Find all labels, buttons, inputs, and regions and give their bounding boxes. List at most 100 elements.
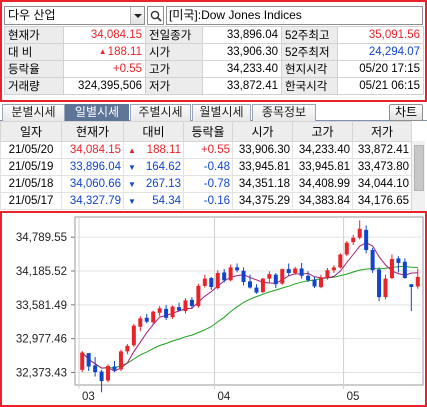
scrollbar-thumb[interactable]: [414, 145, 424, 191]
quote-label: 52주최고: [281, 26, 338, 44]
candle-body: [254, 287, 259, 293]
candle-body: [338, 254, 343, 268]
candle-body: [286, 269, 291, 273]
x-tick-label: 03: [82, 391, 95, 403]
chart-button[interactable]: 차트: [389, 104, 423, 121]
candle-body: [235, 267, 240, 271]
stock-name-input[interactable]: 다우 산업: [4, 6, 145, 25]
column-header[interactable]: 등락율: [183, 121, 233, 142]
column-header[interactable]: 시가: [232, 121, 293, 142]
candle-body: [151, 311, 156, 323]
candle-body: [351, 237, 356, 243]
candle-body: [164, 308, 169, 318]
y-tick-label: 33,581.49: [16, 300, 67, 312]
column-header[interactable]: 고가: [292, 121, 353, 142]
low-cell: 33,473.80: [352, 158, 412, 176]
tab-5[interactable]: 종목정보: [252, 104, 316, 121]
rate-cell: -0.78: [183, 175, 233, 193]
high-cell: 34,408.99: [292, 175, 353, 193]
price-cell: 34,084.15: [61, 141, 124, 159]
table-row[interactable]: 21/05/18 34,060.66 ▼ 267.13 -0.78 34,351.18 34…: [0, 175, 412, 193]
tab-3[interactable]: 주별시세: [130, 104, 191, 121]
down-arrow-icon: ▼: [128, 180, 136, 189]
price-cell: 34,060.66: [61, 175, 124, 193]
search-row: 다우 산업 [미국]:Dow Jones Indices: [4, 5, 423, 25]
quote-label: 현지시각: [281, 60, 338, 78]
quote-value: 33,896.04: [202, 26, 282, 44]
open-cell: 34,375.29: [232, 192, 293, 210]
quote-label: 저가: [145, 77, 203, 95]
change-cell: ▼ 267.13: [123, 175, 184, 193]
high-cell: 33,945.81: [292, 158, 353, 176]
candlestick-chart[interactable]: 34,789.55 34,185.52 33,581.49 32,977.46 32,3…: [2, 213, 425, 405]
candle-body: [177, 307, 182, 311]
quote-panel: 다우 산업 [미국]:Dow Jones Indices 현재가 34,084.1…: [0, 0, 427, 102]
candle-body: [415, 276, 420, 287]
candle-body: [138, 318, 143, 327]
column-header[interactable]: 현재가: [61, 121, 124, 142]
table-row[interactable]: 21/05/17 34,327.79 ▼ 54.34 -0.16 34,375.29 34,…: [0, 192, 412, 210]
tab-2[interactable]: 일별시세: [65, 104, 129, 121]
change-value: 54.34: [152, 195, 181, 207]
quote-table: 현재가 34,084.15 전일종가 33,896.04 52주최고 35,091.56 대…: [4, 26, 424, 95]
candle-body: [86, 353, 91, 367]
table-row[interactable]: 21/05/19 33,896.04 ▼ 164.62 -0.48 33,945.81 33…: [0, 158, 412, 176]
quote-label: 현재가: [4, 26, 64, 44]
candle-body: [377, 269, 382, 298]
open-cell: 34,351.18: [232, 175, 293, 193]
quote-label: 전일종가: [145, 26, 203, 44]
quote-label: 등락율: [4, 60, 64, 78]
column-header[interactable]: 일자: [0, 121, 62, 142]
candle-body: [396, 258, 401, 263]
market-label: [미국]:Dow Jones Indices: [166, 6, 423, 25]
change-value: 267.13: [145, 178, 181, 190]
y-tick-label: 34,185.52: [16, 266, 67, 278]
quote-value: 05/20 17:15: [337, 60, 424, 78]
candle-body: [267, 274, 272, 279]
candle-body: [402, 261, 407, 279]
candle-body: [247, 281, 253, 288]
quote-label: 한국시각: [281, 77, 338, 95]
vertical-scrollbar[interactable]: [411, 141, 425, 211]
date-cell: 21/05/19: [0, 158, 62, 176]
candle-body: [118, 351, 123, 370]
candle-body: [157, 308, 162, 313]
candle-body: [409, 284, 414, 287]
quote-label: 고가: [145, 60, 203, 78]
change-cell: ▲ 188.11: [123, 141, 184, 159]
candle-body: [196, 285, 201, 307]
candle-body: [389, 259, 394, 279]
quote-value: 33,906.30: [202, 43, 282, 61]
ma-long-line: [81, 265, 418, 369]
quote-row: 등락율 +0.55 고가 34,233.40 현지시각 05/20 17:15: [4, 60, 424, 78]
high-cell: 34,233.40: [292, 141, 353, 159]
table-row[interactable]: 21/05/20 34,084.15 ▲ 188.11 +0.55 33,906.30 34…: [0, 141, 412, 159]
column-header[interactable]: 저가: [352, 121, 412, 142]
date-cell: 21/05/17: [0, 192, 62, 210]
y-tick-label: 34,789.55: [16, 232, 67, 244]
quote-row: 거래량 324,395,506 저가 33,872.41 한국시각 05/21 06:15: [4, 77, 424, 95]
quote-value: 35,091.56: [337, 26, 424, 44]
quote-value: 324,395,506: [63, 77, 146, 95]
quote-label: 52주최저: [281, 43, 338, 61]
low-cell: 34,044.10: [352, 175, 412, 193]
tab-1[interactable]: 분별시세: [2, 104, 65, 121]
column-header[interactable]: 대비: [123, 121, 184, 142]
rate-cell: -0.16: [183, 192, 233, 210]
date-cell: 21/05/20: [0, 141, 62, 159]
candle-body: [183, 300, 188, 312]
candle-body: [80, 352, 85, 370]
stock-dropdown-button[interactable]: [130, 7, 144, 24]
open-cell: 33,945.81: [232, 158, 293, 176]
price-cell: 34,327.79: [61, 192, 124, 210]
candle-body: [280, 269, 285, 284]
candle-body: [202, 278, 207, 286]
search-button[interactable]: [147, 6, 164, 25]
quote-value: 34,233.40: [202, 60, 282, 78]
candle-body: [106, 365, 111, 381]
quote-value: 33,872.41: [202, 77, 282, 95]
candle-body: [370, 250, 375, 271]
x-tick-label: 05: [347, 391, 360, 403]
candle-body: [170, 306, 175, 318]
tab-4[interactable]: 월별시세: [192, 104, 251, 121]
